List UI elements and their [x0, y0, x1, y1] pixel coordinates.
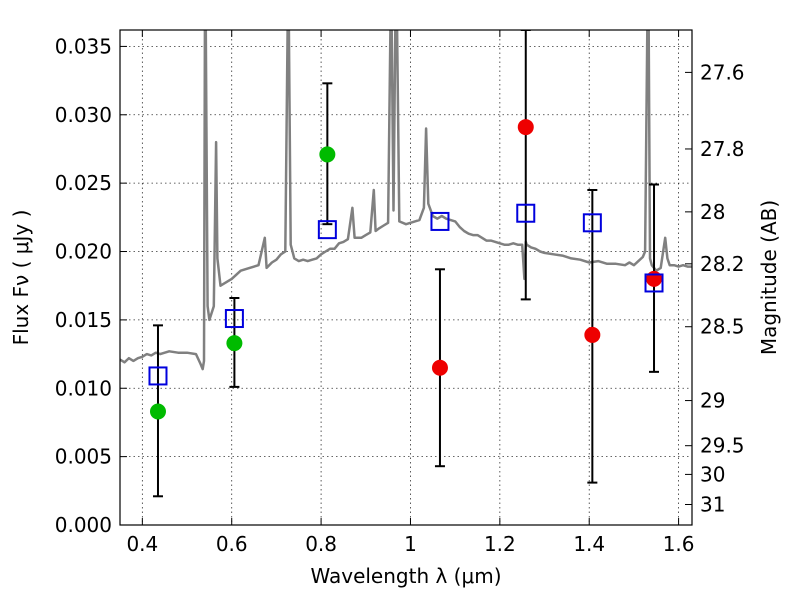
- data-point-circle: [149, 403, 166, 420]
- plot-frame: [119, 29, 693, 526]
- right-axis-label: Magnitude (AB): [757, 200, 781, 355]
- right-tick-label: 28.5: [700, 315, 745, 339]
- data-point-circle: [646, 270, 663, 287]
- right-tick-label: 29: [700, 389, 725, 413]
- y-tick-label: 0.005: [55, 445, 112, 469]
- x-tick-label: 0.4: [126, 532, 158, 556]
- x-axis-label: Wavelength λ (μm): [310, 564, 501, 588]
- y-axis-ticks: 0.000 0.005 0.010 0.015 0.020 0.025 0.030 0.035: [55, 34, 127, 537]
- y-axis-label: Flux Fν ( μJy ): [9, 210, 33, 346]
- x-tick-label: 1.6: [663, 532, 695, 556]
- right-tick-label: 28.2: [700, 252, 745, 276]
- right-axis-ticks: 27.6 27.8 28 28.2 28.5 29 29.5 30 31: [685, 60, 745, 516]
- plot-area: [120, 30, 692, 498]
- data-point-square: [148, 366, 168, 386]
- data-point-square: [430, 211, 450, 231]
- x-tick-label: 1.4: [573, 532, 605, 556]
- error-bars: [152, 30, 660, 498]
- model-spectrum-line: [120, 30, 692, 371]
- x-tick-label: 1.2: [484, 532, 516, 556]
- y-tick-label: 0.025: [55, 171, 112, 195]
- y-tick-label: 0.030: [55, 103, 112, 127]
- y-tick-label: 0.010: [55, 376, 112, 400]
- data-point-square: [582, 213, 602, 233]
- data-point-circle: [319, 146, 336, 163]
- data-point-circle: [584, 326, 601, 343]
- x-tick-label: 0.6: [216, 532, 248, 556]
- x-tick-label: 0.8: [305, 532, 337, 556]
- y-tick-label: 0.035: [55, 34, 112, 58]
- right-tick-label: 27.6: [700, 60, 745, 84]
- right-tick-label: 28: [700, 200, 725, 224]
- x-axis-ticks: 0.4 0.6 0.8 1 1.2 1.4 1.6: [126, 30, 695, 556]
- y-tick-label: 0.000: [55, 513, 112, 537]
- right-tick-label: 29.5: [700, 434, 745, 458]
- y-tick-label: 0.020: [55, 240, 112, 264]
- data-point-square: [644, 273, 664, 293]
- data-point-circle: [517, 119, 534, 136]
- right-tick-label: 27.8: [700, 137, 745, 161]
- right-tick-label: 31: [700, 492, 725, 516]
- right-tick-label: 30: [700, 462, 725, 486]
- data-markers: [148, 119, 664, 420]
- data-point-circle: [431, 359, 448, 376]
- x-tick-label: 1: [404, 532, 417, 556]
- data-point-square: [317, 220, 337, 240]
- data-point-square: [516, 203, 536, 223]
- data-point-circle: [226, 335, 243, 352]
- y-tick-label: 0.015: [55, 308, 112, 332]
- data-point-square: [224, 309, 244, 329]
